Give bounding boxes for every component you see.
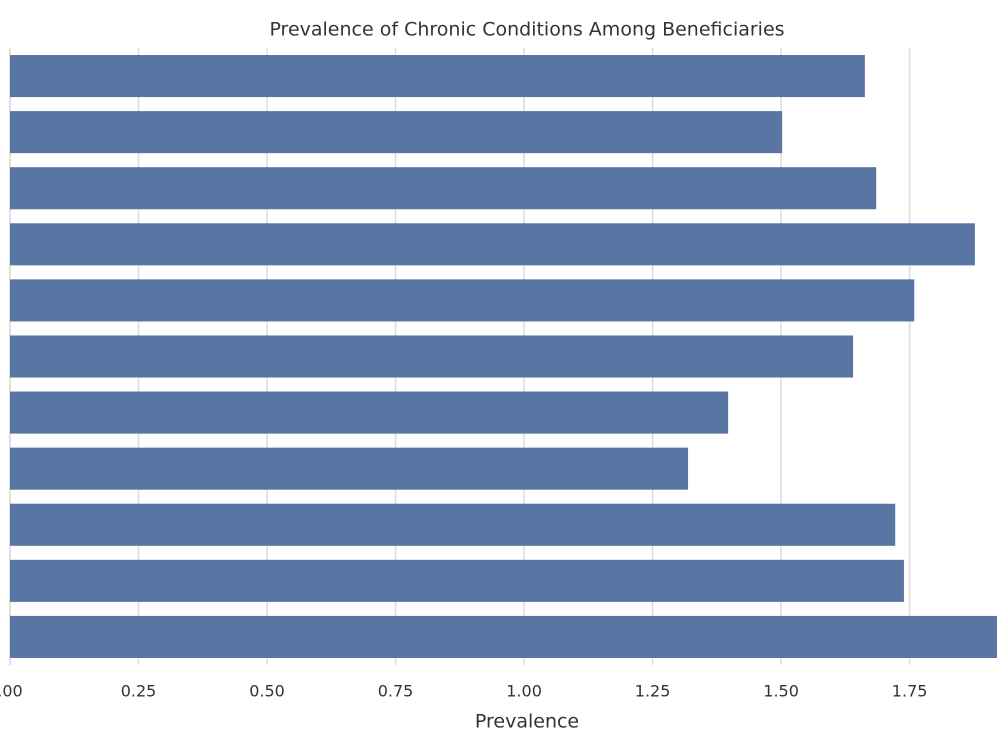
bar <box>10 503 896 546</box>
bar <box>10 167 877 210</box>
bar <box>10 391 729 434</box>
x-tick-label: .00 <box>0 682 23 701</box>
bar <box>10 615 997 658</box>
x-tick-label: 1.50 <box>763 682 799 701</box>
bar <box>10 279 915 322</box>
bar <box>10 447 689 490</box>
x-tick-label: 0.75 <box>378 682 414 701</box>
bar <box>10 223 975 266</box>
x-tick-label: 1.25 <box>635 682 671 701</box>
chart-title: Prevalence of Chronic Conditions Among B… <box>269 19 784 41</box>
x-axis-label: Prevalence <box>475 711 579 733</box>
x-tick-label: 1.75 <box>892 682 928 701</box>
x-tick-label: 1.00 <box>506 682 542 701</box>
x-tick-label: 0.50 <box>249 682 285 701</box>
bar <box>10 55 865 98</box>
x-tick-label: 0.25 <box>121 682 157 701</box>
bar <box>10 111 783 154</box>
bar <box>10 559 904 602</box>
bar <box>10 335 854 378</box>
